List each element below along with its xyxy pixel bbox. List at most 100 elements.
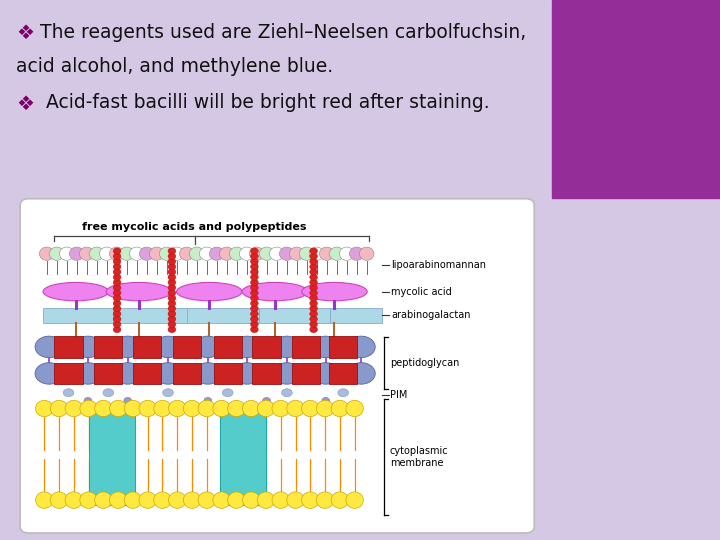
Ellipse shape	[240, 247, 254, 260]
Ellipse shape	[130, 247, 144, 260]
Ellipse shape	[120, 247, 134, 260]
Ellipse shape	[251, 253, 258, 259]
Ellipse shape	[113, 253, 121, 259]
Ellipse shape	[94, 492, 112, 508]
Ellipse shape	[302, 400, 319, 417]
Ellipse shape	[79, 247, 94, 260]
Ellipse shape	[310, 264, 318, 270]
Ellipse shape	[113, 258, 121, 265]
Ellipse shape	[113, 274, 121, 280]
Text: The reagents used are Ziehl–Neelsen carbolfuchsin,: The reagents used are Ziehl–Neelsen carb…	[40, 23, 526, 42]
Ellipse shape	[94, 400, 112, 417]
Ellipse shape	[287, 400, 305, 417]
Ellipse shape	[228, 492, 245, 508]
Ellipse shape	[80, 492, 97, 508]
Bar	[258, 308, 330, 323]
Ellipse shape	[139, 492, 156, 508]
Bar	[43, 308, 119, 323]
Ellipse shape	[194, 363, 222, 384]
Text: arabinogalactan: arabinogalactan	[391, 310, 471, 320]
Ellipse shape	[251, 274, 258, 280]
Ellipse shape	[251, 300, 258, 307]
Ellipse shape	[113, 306, 121, 312]
Ellipse shape	[310, 274, 318, 280]
Ellipse shape	[113, 285, 121, 291]
Ellipse shape	[347, 336, 375, 357]
Ellipse shape	[257, 400, 275, 417]
Ellipse shape	[310, 248, 318, 254]
Ellipse shape	[168, 492, 186, 508]
Ellipse shape	[179, 247, 194, 260]
Bar	[94, 363, 122, 384]
Ellipse shape	[168, 274, 176, 280]
Ellipse shape	[251, 264, 258, 270]
Text: cytoplasmic
membrane: cytoplasmic membrane	[390, 446, 449, 468]
Ellipse shape	[176, 282, 242, 301]
Ellipse shape	[74, 336, 102, 357]
Ellipse shape	[310, 310, 318, 317]
Ellipse shape	[113, 279, 121, 286]
FancyBboxPatch shape	[20, 199, 534, 533]
Ellipse shape	[259, 247, 274, 260]
Ellipse shape	[168, 290, 176, 296]
Ellipse shape	[338, 389, 348, 397]
Ellipse shape	[168, 300, 176, 307]
Bar	[174, 363, 202, 384]
Ellipse shape	[168, 258, 176, 265]
Ellipse shape	[169, 247, 184, 260]
Ellipse shape	[189, 247, 204, 260]
Ellipse shape	[230, 247, 244, 260]
Ellipse shape	[168, 264, 176, 270]
Ellipse shape	[251, 258, 258, 265]
Ellipse shape	[50, 400, 68, 417]
Ellipse shape	[109, 400, 127, 417]
Ellipse shape	[114, 363, 142, 384]
Ellipse shape	[347, 363, 375, 384]
Ellipse shape	[282, 389, 292, 397]
Ellipse shape	[312, 363, 340, 384]
Ellipse shape	[63, 389, 74, 397]
Ellipse shape	[168, 400, 186, 417]
Text: PIM: PIM	[390, 390, 408, 400]
Ellipse shape	[222, 389, 233, 397]
Ellipse shape	[359, 247, 374, 260]
Ellipse shape	[251, 326, 258, 333]
Ellipse shape	[168, 321, 176, 327]
Ellipse shape	[113, 264, 121, 270]
Ellipse shape	[168, 310, 176, 317]
Ellipse shape	[233, 336, 261, 357]
Ellipse shape	[154, 492, 171, 508]
Ellipse shape	[113, 321, 121, 327]
Ellipse shape	[310, 285, 318, 291]
Ellipse shape	[300, 247, 314, 260]
Ellipse shape	[310, 295, 318, 301]
Ellipse shape	[114, 336, 142, 357]
Ellipse shape	[80, 400, 97, 417]
Ellipse shape	[106, 282, 171, 301]
Ellipse shape	[310, 279, 318, 286]
Bar	[292, 363, 320, 384]
Ellipse shape	[273, 363, 301, 384]
Text: peptidoglycan: peptidoglycan	[390, 358, 459, 368]
Ellipse shape	[60, 247, 74, 260]
Ellipse shape	[310, 258, 318, 265]
Bar	[329, 363, 357, 384]
Bar	[330, 308, 382, 323]
Ellipse shape	[310, 326, 318, 333]
Bar	[187, 308, 258, 323]
Ellipse shape	[320, 247, 334, 260]
Ellipse shape	[251, 316, 258, 322]
Ellipse shape	[65, 400, 83, 417]
Bar	[552, 0, 720, 198]
Ellipse shape	[233, 363, 261, 384]
Ellipse shape	[35, 400, 53, 417]
Ellipse shape	[269, 247, 284, 260]
Ellipse shape	[168, 306, 176, 312]
Ellipse shape	[330, 247, 344, 260]
Ellipse shape	[310, 253, 318, 259]
Ellipse shape	[251, 290, 258, 296]
Bar	[292, 336, 320, 357]
Ellipse shape	[349, 247, 364, 260]
Ellipse shape	[346, 400, 364, 417]
Ellipse shape	[168, 285, 176, 291]
